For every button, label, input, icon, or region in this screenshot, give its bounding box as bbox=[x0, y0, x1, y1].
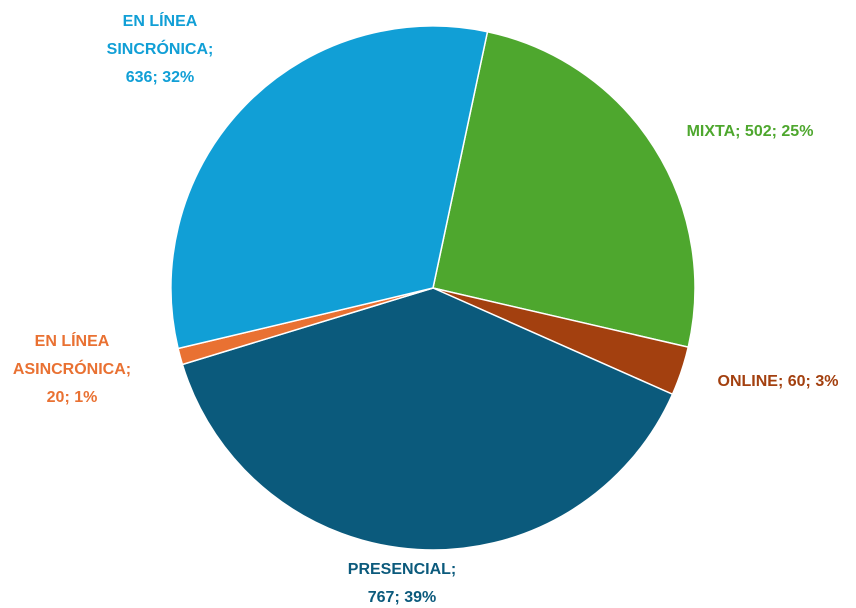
data-label: SINCRÓNICA; bbox=[107, 39, 214, 58]
data-label: EN LÍNEA bbox=[123, 11, 198, 30]
data-label: 767; 39% bbox=[368, 589, 437, 606]
pie-slice bbox=[170, 25, 489, 350]
data-label: EN LÍNEA bbox=[35, 331, 110, 350]
data-label: ONLINE; 60; 3% bbox=[718, 373, 839, 390]
data-label: PRESENCIAL; bbox=[348, 561, 456, 578]
pie-slice bbox=[432, 30, 696, 349]
data-label: MIXTA; 502; 25% bbox=[687, 123, 814, 140]
data-label: 20; 1% bbox=[47, 389, 98, 406]
data-label: 636; 32% bbox=[126, 69, 195, 86]
pie-slice bbox=[181, 287, 674, 551]
data-label: ASINCRÓNICA; bbox=[13, 359, 131, 378]
